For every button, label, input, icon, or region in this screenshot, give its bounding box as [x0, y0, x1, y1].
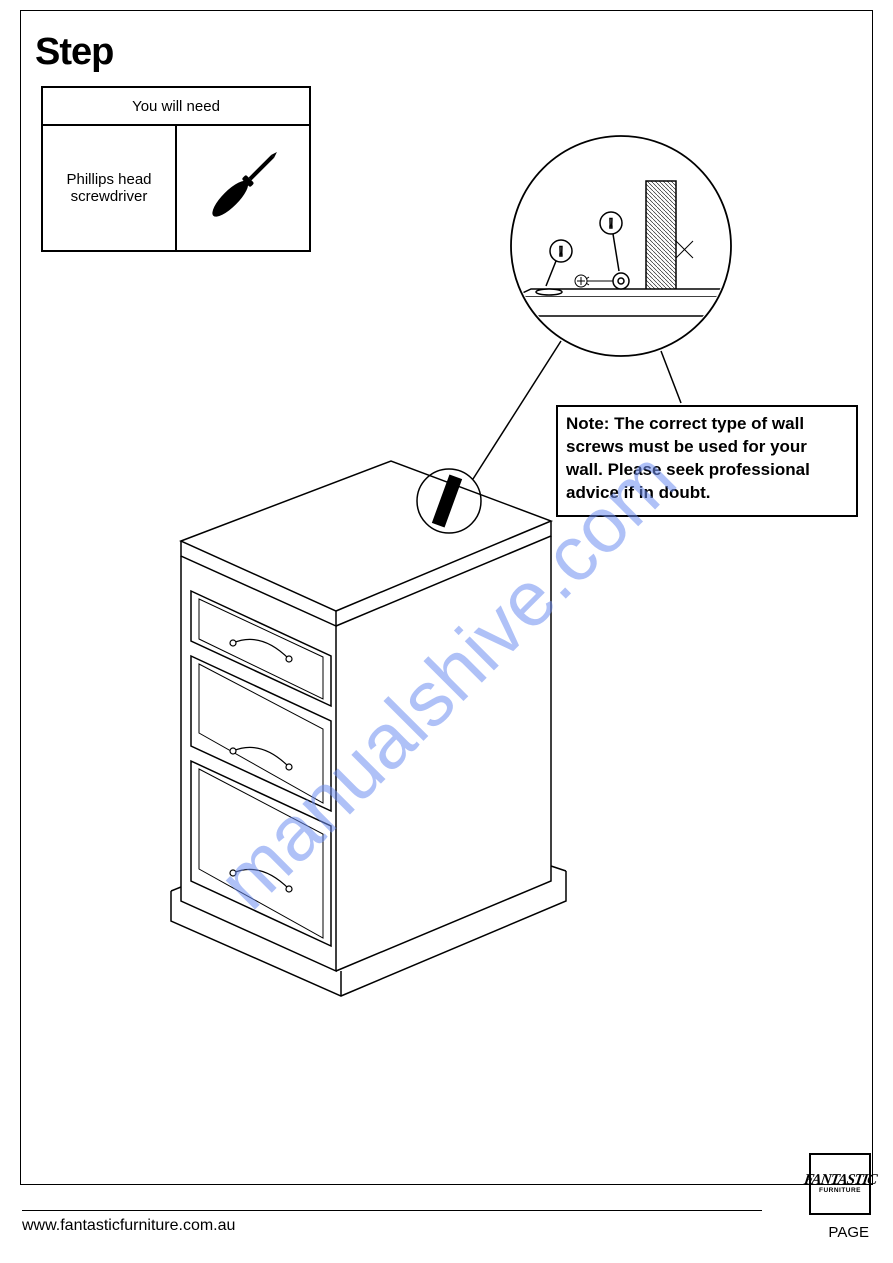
footer-rule [22, 1210, 762, 1211]
note-box: Note: The correct type of wall screws mu… [556, 405, 858, 517]
logo-sub: FURNITURE [819, 1187, 861, 1194]
note-text: Note: The correct type of wall screws mu… [566, 414, 810, 502]
content-frame: Step You will need Phillips head screwdr… [20, 10, 873, 1185]
page: Step You will need Phillips head screwdr… [0, 0, 893, 1263]
logo-main: FANTASTIC [803, 1174, 877, 1187]
brand-logo: FANTASTIC FURNITURE [809, 1153, 871, 1215]
page-label: PAGE [828, 1224, 869, 1241]
footer-url: www.fantasticfurniture.com.au [22, 1217, 235, 1235]
assembly-diagram: ! ! [21, 11, 874, 1186]
svg-text:!: ! [609, 215, 614, 231]
svg-text:!: ! [559, 243, 564, 259]
